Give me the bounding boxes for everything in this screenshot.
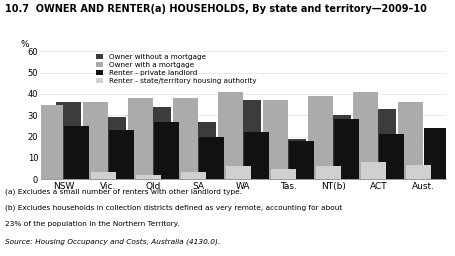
Bar — [236, 100, 261, 179]
Bar — [316, 166, 341, 179]
Bar — [289, 141, 314, 179]
Bar — [218, 92, 243, 179]
Bar — [308, 96, 333, 179]
Bar — [154, 122, 179, 179]
Bar — [38, 104, 62, 179]
Bar — [334, 120, 359, 179]
Text: (a) Excludes a small number of renters with other landlord type.: (a) Excludes a small number of renters w… — [5, 188, 242, 195]
Y-axis label: %: % — [20, 40, 29, 49]
Bar — [263, 100, 288, 179]
Bar — [101, 117, 126, 179]
Bar — [128, 98, 152, 179]
Text: 23% of the population in the Northern Territory.: 23% of the population in the Northern Te… — [5, 221, 179, 227]
Text: Source: Housing Occupancy and Costs, Australia (4130.0).: Source: Housing Occupancy and Costs, Aus… — [5, 238, 220, 245]
Text: 10.7  OWNER AND RENTER(a) HOUSEHOLDS, By state and territory—2009–10: 10.7 OWNER AND RENTER(a) HOUSEHOLDS, By … — [5, 4, 426, 14]
Bar — [244, 132, 269, 179]
Bar — [83, 102, 107, 179]
Bar — [326, 115, 351, 179]
Bar — [11, 104, 36, 179]
Bar — [146, 107, 171, 179]
Bar — [398, 102, 423, 179]
Text: (b) Excludes households in collection districts defined as very remote, accounti: (b) Excludes households in collection di… — [5, 205, 342, 211]
Bar — [226, 166, 251, 179]
Bar — [56, 102, 81, 179]
Bar — [379, 134, 404, 179]
Bar — [173, 98, 197, 179]
Bar — [271, 168, 296, 179]
Bar — [64, 126, 89, 179]
Bar — [425, 128, 449, 179]
Bar — [91, 172, 116, 179]
Bar — [109, 130, 134, 179]
Bar — [181, 172, 206, 179]
Bar — [281, 139, 306, 179]
Legend: Owner without a mortgage, Owner with a mortgage, Renter - private landlord, Rent: Owner without a mortgage, Owner with a m… — [94, 51, 259, 87]
Bar — [361, 162, 385, 179]
Bar — [199, 136, 224, 179]
Bar — [451, 172, 455, 179]
Bar — [406, 165, 430, 179]
Bar — [191, 122, 216, 179]
Bar — [371, 109, 396, 179]
Bar — [353, 92, 378, 179]
Bar — [136, 175, 161, 179]
